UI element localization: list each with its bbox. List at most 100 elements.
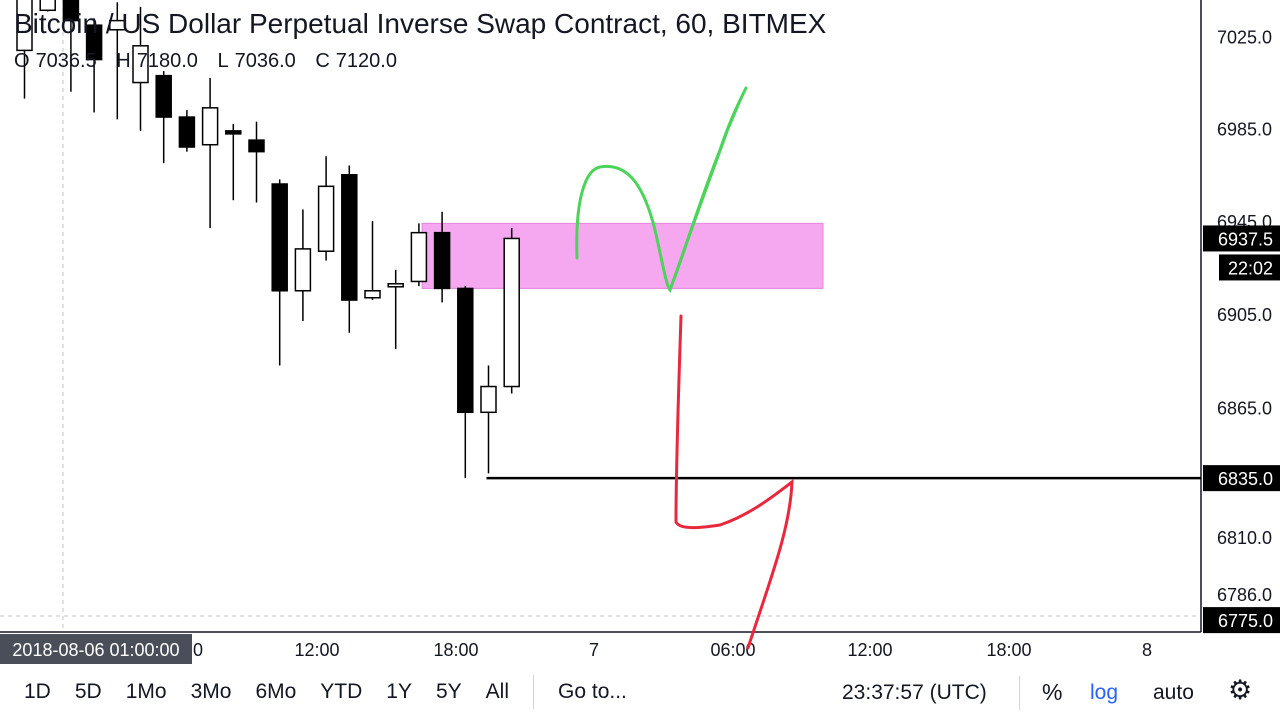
bearish-candle-body — [178, 116, 196, 148]
bearish-candle-body — [155, 74, 172, 118]
bullish-candle-body — [364, 290, 381, 299]
candle — [341, 165, 358, 333]
timeframe-5y-button[interactable]: 5Y — [435, 680, 462, 703]
candle — [109, 2, 126, 120]
percent-scale-toggle[interactable]: % — [1042, 679, 1063, 705]
price-tick-label: 6865.0 — [1217, 399, 1272, 419]
candle — [178, 110, 196, 152]
timeframe-all-button[interactable]: All — [485, 680, 510, 703]
bullish-candle-body — [39, 0, 56, 12]
candle — [62, 0, 80, 92]
candle — [271, 179, 288, 366]
bullish-candle-body — [294, 248, 312, 292]
bearish-candle-body — [457, 287, 474, 414]
timeframe-1mo-button[interactable]: 1Mo — [125, 680, 167, 703]
candle — [410, 223, 428, 287]
bullish-candle-body — [201, 107, 219, 146]
ohlc-close-key: C — [315, 50, 330, 72]
time-tick-label: 8 — [1142, 640, 1152, 660]
timeframe-ytd-button[interactable]: YTD — [320, 680, 363, 703]
time-axis-labels: 12:00 18:00 7 06:00 12:00 18:00 8 2018-08-06 01… — [0, 634, 1152, 664]
ohlc-low-key: L — [217, 50, 229, 72]
price-tick-label: 6985.0 — [1217, 120, 1272, 140]
crosshair-price-label: 6775.0 — [1218, 611, 1273, 631]
price-tick-label: 6810.0 — [1217, 528, 1272, 548]
bullish-candle-body — [109, 19, 126, 31]
candle — [480, 365, 497, 474]
red-arrow-annotation — [674, 314, 794, 650]
candle — [294, 209, 312, 322]
countdown-label-bg — [1219, 254, 1280, 281]
candle — [39, 0, 56, 12]
ohlc-open-key: O — [14, 50, 30, 72]
crosshair-time-label-bg — [0, 634, 192, 664]
candle — [16, 0, 33, 99]
candles-layer — [16, 0, 520, 479]
bullish-candle-body — [480, 385, 497, 414]
last-price-label: 6937.5 — [1218, 229, 1273, 249]
utc-clock[interactable]: 23:37:57 (UTC) — [842, 681, 987, 704]
time-tick-label: 7 — [589, 640, 599, 660]
candle — [155, 71, 172, 164]
ohlc-legend: O 7036.5 H 7180.0 L 7036.0 C 7120.0 — [14, 50, 411, 73]
crosshair-time-label: 2018-08-06 01:00:00 — [12, 640, 179, 660]
toolbar-divider — [1019, 676, 1020, 710]
level-price-label-bg — [1203, 465, 1280, 492]
bullish-candle-body — [317, 185, 335, 252]
log-scale-toggle[interactable]: log — [1090, 681, 1119, 704]
green-check-stroke-thick — [673, 89, 746, 281]
ohlc-low-value: 7036.0 — [234, 50, 296, 72]
price-tick-label: 6786.0 — [1217, 585, 1272, 605]
candle — [457, 286, 474, 479]
bearish-candle-body — [271, 183, 288, 292]
countdown-label: 22:02 — [1228, 258, 1273, 278]
last-price-label-bg — [1203, 225, 1280, 252]
time-tick-label-partial: 0 — [193, 640, 203, 660]
level-price-label: 6835.0 — [1218, 469, 1273, 489]
candle — [364, 221, 381, 301]
price-tick-label: 7025.0 — [1217, 28, 1272, 48]
timeframe-3mo-button[interactable]: 3Mo — [190, 680, 232, 703]
ohlc-close-value: 7120.0 — [335, 50, 397, 72]
candle — [132, 6, 149, 131]
bottom-toolbar: 1D 5D 1Mo 3Mo 6Mo YTD 1Y 5Y All Go to... — [0, 664, 1280, 720]
timeframe-6mo-button[interactable]: 6Mo — [255, 680, 297, 703]
ohlc-high-value: 7180.0 — [136, 50, 198, 72]
bullish-candle-body — [503, 237, 520, 388]
bearish-candle-body — [225, 130, 242, 135]
price-tick-label: 6905.0 — [1217, 305, 1272, 325]
goto-date-button[interactable]: Go to... — [558, 680, 627, 703]
bearish-candle-body — [433, 231, 451, 290]
price-zone-rect — [421, 222, 824, 289]
candle — [433, 211, 451, 303]
bullish-candle-body — [132, 45, 149, 84]
timeframe-5d-button[interactable]: 5D — [74, 680, 102, 703]
timeframe-1d-button[interactable]: 1D — [24, 680, 51, 703]
price-axis-labels: 7025.06985.06945.06905.06865.06810.06786… — [1203, 28, 1280, 634]
gear-icon[interactable]: ⚙ — [1228, 675, 1253, 705]
candle — [201, 77, 219, 229]
candle — [248, 121, 265, 203]
supply-demand-zone-layer — [421, 222, 824, 289]
time-tick-label: 12:00 — [847, 640, 892, 660]
candle — [317, 156, 335, 261]
candle — [503, 228, 520, 394]
bearish-candle-body — [85, 24, 103, 61]
auto-scale-toggle[interactable]: auto — [1153, 681, 1194, 704]
ohlc-open-value: 7036.5 — [35, 50, 97, 72]
timeframe-1y-button[interactable]: 1Y — [386, 680, 412, 703]
bullish-candle-body — [387, 283, 404, 288]
time-tick-label: 18:00 — [986, 640, 1031, 660]
bearish-candle-body — [248, 139, 265, 153]
candle — [85, 18, 103, 113]
chart-title: Bitcoin / US Dollar Perpetual Inverse Sw… — [14, 8, 827, 39]
bearish-candle-body — [62, 0, 80, 22]
toolbar-divider — [533, 675, 535, 709]
bullish-candle-body — [410, 231, 428, 283]
bearish-candle-body — [341, 174, 358, 301]
bullish-candle-body — [16, 0, 33, 52]
ohlc-high-key: H — [116, 50, 131, 72]
crosshair-price-label-bg — [1203, 607, 1280, 634]
time-tick-label: 12:00 — [294, 640, 339, 660]
